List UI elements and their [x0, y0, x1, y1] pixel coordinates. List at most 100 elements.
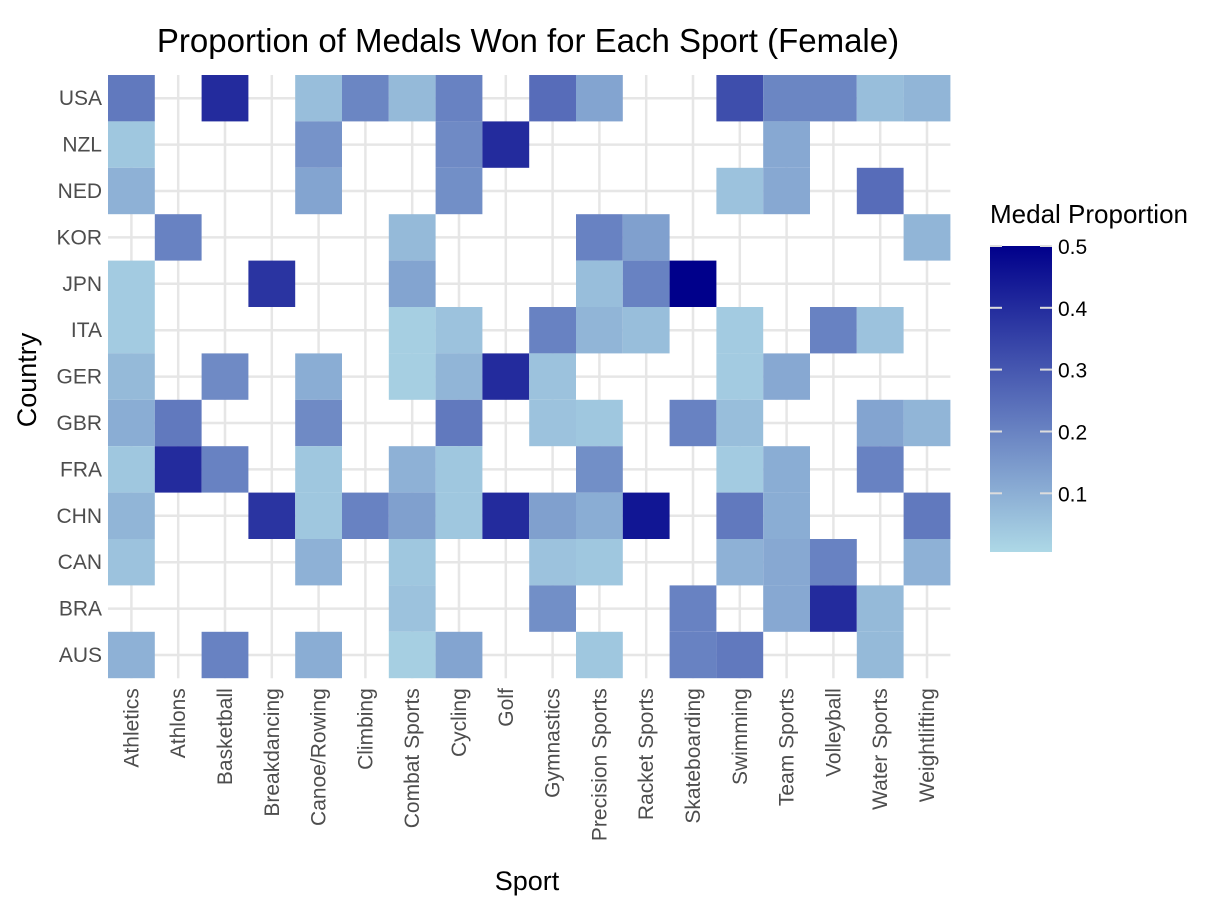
- legend-ticks: 0.5 0.4 0.3 0.2 0.1: [990, 236, 1088, 506]
- heatmap-cell: [622, 492, 670, 539]
- heatmap-cell: [622, 260, 670, 307]
- heatmap-cell: [388, 353, 436, 400]
- heatmap-cell: [903, 214, 951, 261]
- heatmap-cell: [295, 492, 342, 539]
- heatmap-cell: [154, 399, 202, 447]
- heatmap-cell: [435, 307, 483, 354]
- x-tick-label: Canoe/Rowing: [308, 688, 331, 826]
- heatmap-cell: [154, 214, 202, 261]
- y-tick-label: CAN: [58, 551, 102, 574]
- heatmap-cell: [716, 446, 764, 493]
- y-tick-label: NED: [58, 180, 102, 203]
- y-tick-label: GER: [56, 366, 102, 389]
- heatmap-cell: [856, 399, 904, 447]
- heatmap-cell: [154, 446, 202, 493]
- heatmap-cell: [482, 121, 530, 168]
- heatmap-cell: [435, 492, 483, 539]
- heatmap-cell: [388, 585, 436, 632]
- heatmap-cell: [342, 75, 389, 122]
- heatmap-cell: [108, 353, 155, 400]
- heatmap-cell: [295, 446, 342, 493]
- heatmap-cell: [529, 75, 576, 122]
- heatmap-cell: [529, 585, 576, 632]
- heatmap-cell: [856, 75, 904, 122]
- heatmap-cell: [529, 492, 576, 539]
- heatmap-cells: [108, 75, 951, 679]
- y-tick-label: GBR: [56, 412, 102, 435]
- heatmap-cell: [108, 75, 155, 122]
- heatmap-cell: [763, 75, 810, 122]
- legend-tick-label: 0.5: [1058, 236, 1087, 259]
- legend-tick-label: 0.4: [1058, 298, 1088, 321]
- heatmap-cell: [810, 585, 857, 632]
- heatmap-cell: [716, 307, 764, 354]
- heatmap-cell: [108, 399, 155, 447]
- heatmap-cell: [388, 307, 436, 354]
- heatmap-cell: [810, 307, 857, 354]
- heatmap-cell: [903, 75, 951, 122]
- heatmap-cell: [856, 167, 904, 215]
- legend-title: Medal Proportion: [990, 199, 1188, 229]
- heatmap-cell: [763, 585, 810, 632]
- heatmap-cell: [716, 353, 764, 400]
- heatmap-cell: [576, 399, 623, 447]
- x-tick-label: Volleyball: [822, 688, 845, 777]
- heatmap-cell: [295, 121, 342, 168]
- heatmap-cell: [856, 631, 904, 679]
- x-tick-label: Athlons: [167, 688, 190, 758]
- heatmap-cell: [716, 631, 764, 679]
- x-tick-label: Breakdancing: [261, 688, 284, 816]
- heatmap-cell: [482, 353, 530, 400]
- x-axis-title: Sport: [495, 866, 560, 896]
- heatmap-cell: [388, 260, 436, 307]
- legend: Medal Proportion 0.5 0.4 0.3 0.2 0.1: [990, 199, 1188, 552]
- heatmap-cell: [435, 167, 483, 215]
- heatmap-cell: [763, 353, 810, 400]
- heatmap-cell: [295, 75, 342, 122]
- heatmap-cell: [763, 539, 810, 586]
- heatmap-cell: [388, 446, 436, 493]
- heatmap-cell: [903, 492, 951, 539]
- heatmap-cell: [435, 446, 483, 493]
- heatmap-cell: [669, 585, 717, 632]
- x-tick-label: Skateboarding: [682, 688, 705, 823]
- legend-tick-label: 0.3: [1058, 360, 1087, 383]
- heatmap-cell: [248, 260, 296, 307]
- heatmap-cell: [716, 167, 764, 215]
- y-tick-label: USA: [59, 87, 102, 110]
- heatmap-cell: [903, 399, 951, 447]
- heatmap-cell: [108, 121, 155, 168]
- heatmap-cell: [108, 260, 155, 307]
- heatmap-cell: [295, 539, 342, 586]
- heatmap-cell: [435, 399, 483, 447]
- x-tick-label: Precision Sports: [588, 688, 611, 841]
- heatmap-cell: [576, 260, 623, 307]
- heatmap-cell: [763, 121, 810, 168]
- y-tick-label: NZL: [62, 134, 102, 157]
- heatmap-cell: [435, 353, 483, 400]
- x-tick-label: Gymnastics: [542, 688, 565, 798]
- heatmap-cell: [903, 539, 951, 586]
- heatmap-cell: [529, 539, 576, 586]
- heatmap-cell: [763, 167, 810, 215]
- x-tick-label: Athletics: [120, 688, 143, 767]
- heatmap-cell: [763, 492, 810, 539]
- heatmap-cell: [435, 75, 483, 122]
- heatmap-cell: [529, 353, 576, 400]
- chart-title: Proportion of Medals Won for Each Sport …: [157, 22, 899, 59]
- heatmap-cell: [388, 214, 436, 261]
- heatmap-cell: [622, 214, 670, 261]
- heatmap-cell: [669, 631, 717, 679]
- y-tick-label: BRA: [59, 598, 102, 621]
- legend-tick-label: 0.1: [1058, 483, 1087, 506]
- heatmap-cell: [810, 75, 857, 122]
- heatmap-cell: [856, 585, 904, 632]
- heatmap-cell: [201, 75, 249, 122]
- heatmap-cell: [856, 307, 904, 354]
- heatmap-cell: [201, 353, 249, 400]
- legend-colorbar: [990, 246, 1052, 552]
- x-tick-label: Combat Sports: [401, 688, 424, 828]
- heatmap-cell: [295, 399, 342, 447]
- x-tick-label: Golf: [495, 688, 518, 727]
